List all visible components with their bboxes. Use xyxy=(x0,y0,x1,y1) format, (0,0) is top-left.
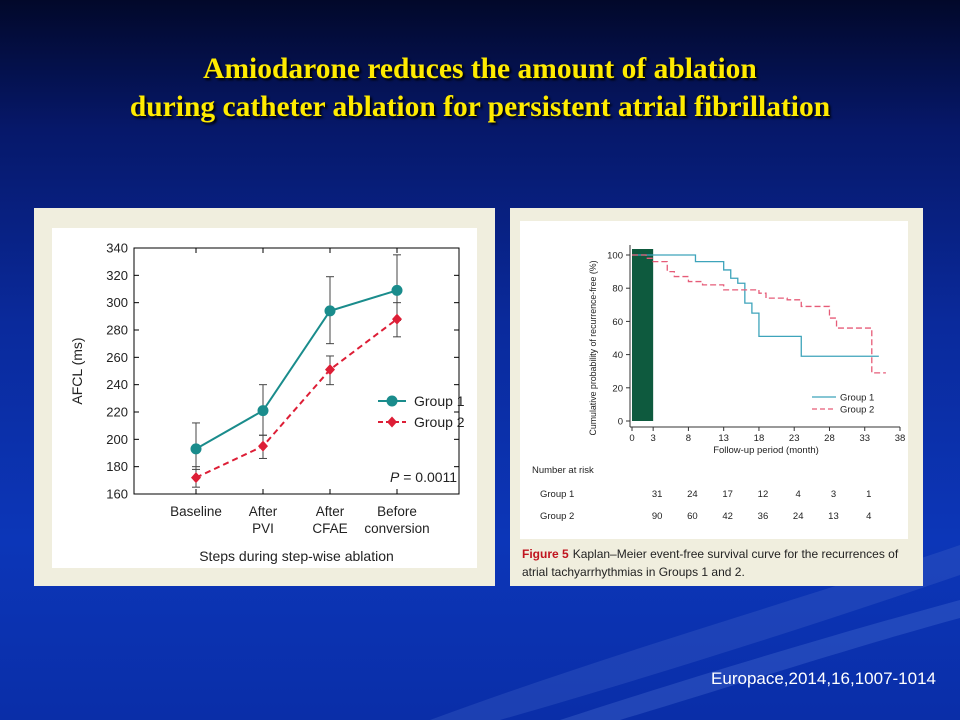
afcl-legend-label: Group 1 xyxy=(414,393,465,409)
citation: Europace,2014,16,1007-1014 xyxy=(711,669,936,688)
km-y-tick-label: 100 xyxy=(607,251,623,262)
km-x-tick-label: 0 xyxy=(629,433,634,444)
afcl-chart-area: 160 180 200 220 240 260 280 300 320 340 Baseline Af… xyxy=(52,228,477,568)
km-x-tick-label: 8 xyxy=(686,433,691,444)
afcl-series-line xyxy=(195,289,398,450)
km-x-tick-label: 28 xyxy=(824,433,835,444)
risk-table-cell: 3 xyxy=(831,489,836,500)
afcl-y-tick-label: 300 xyxy=(106,295,128,310)
slide-title-line-2: during catheter ablation for persistent … xyxy=(129,91,831,123)
risk-table-cell: 13 xyxy=(828,511,839,522)
figure-label: Figure 5 xyxy=(522,547,569,561)
km-y-tick-label: 60 xyxy=(612,317,623,328)
afcl-point xyxy=(258,440,268,452)
km-y-tick-label: 20 xyxy=(612,383,623,394)
afcl-x-tick-label: Before xyxy=(377,504,417,519)
km-legend-label: Group 1 xyxy=(840,393,874,404)
risk-table-cell: 12 xyxy=(758,489,769,500)
km-survival-curve xyxy=(632,254,879,357)
km-blanking-period-bar xyxy=(632,249,654,421)
afcl-legend-label: Group 2 xyxy=(414,414,465,430)
afcl-point xyxy=(392,313,402,325)
km-survival-curve xyxy=(632,254,886,374)
afcl-y-tick-label: 240 xyxy=(106,377,128,392)
risk-table-cell: 4 xyxy=(866,511,871,522)
figure-caption: Figure 5 Kaplan–Meier event-free survival… xyxy=(522,545,914,581)
km-x-axis-label: Follow-up period (month) xyxy=(713,445,819,456)
afcl-y-tick-label: 260 xyxy=(106,350,128,365)
km-x-tick-label: 18 xyxy=(754,433,765,444)
km-x-tick-label: 33 xyxy=(859,433,870,444)
km-y-tick-label: 0 xyxy=(618,417,623,428)
afcl-legend-marker xyxy=(387,416,397,428)
afcl-x-tick-label: CFAE xyxy=(312,521,347,536)
afcl-x-tick-label: conversion xyxy=(364,521,429,536)
afcl-x-tick-label: After xyxy=(249,504,278,519)
afcl-plot-frame xyxy=(133,247,460,495)
afcl-point xyxy=(325,364,335,376)
km-y-tick-label: 40 xyxy=(612,350,623,361)
afcl-x-axis-label: Steps during step-wise ablation xyxy=(199,548,394,564)
afcl-y-tick-label: 160 xyxy=(106,487,128,502)
afcl-x-tick-label: Baseline xyxy=(170,504,222,519)
risk-table-cell: 4 xyxy=(796,489,801,500)
km-chart-area: 0 20 40 60 80 100 0 3 8 13 18 23 28 33 38 Follow-up per… xyxy=(520,221,908,539)
afcl-x-tick-label: PVI xyxy=(252,521,274,536)
risk-table-cell: 31 xyxy=(652,489,663,500)
risk-table-cell: 60 xyxy=(687,511,698,522)
slide-title: Amiodarone reduces the amount of ablatio… xyxy=(0,50,960,126)
afcl-y-tick-label: 280 xyxy=(106,323,128,338)
afcl-x-tick-label: After xyxy=(316,504,345,519)
afcl-figure-panel: 160 180 200 220 240 260 280 300 320 340 Baseline Af… xyxy=(34,208,495,586)
afcl-y-tick-label: 220 xyxy=(106,405,128,420)
km-x-tick-label: 38 xyxy=(895,433,906,444)
risk-table-row-label: Group 2 xyxy=(540,511,574,522)
risk-table-cell: 42 xyxy=(722,511,733,522)
risk-table-header: Number at risk xyxy=(532,465,594,476)
km-x-tick-label: 23 xyxy=(789,433,800,444)
afcl-y-tick-label: 200 xyxy=(106,432,128,447)
risk-table-cell: 1 xyxy=(866,489,871,500)
afcl-y-axis-label: AFCL (ms) xyxy=(69,337,85,404)
risk-table-cell: 17 xyxy=(722,489,733,500)
risk-table-row-label: Group 1 xyxy=(540,489,574,500)
afcl-series-line xyxy=(195,318,398,479)
risk-table-cell: 36 xyxy=(758,511,769,522)
figure-caption-text: Kaplan–Meier event-free survival curve f… xyxy=(522,547,899,579)
risk-table-cell: 24 xyxy=(687,489,698,500)
risk-table-cell: 24 xyxy=(793,511,804,522)
slide-title-line-1: Amiodarone reduces the amount of ablatio… xyxy=(203,53,757,85)
km-y-axis-label: Cumulative probability of recurrence-fre… xyxy=(588,260,598,435)
afcl-point xyxy=(191,472,201,484)
afcl-p-value: P = 0.0011 xyxy=(390,469,457,485)
afcl-y-tick-label: 320 xyxy=(106,268,128,283)
afcl-point xyxy=(391,284,403,296)
afcl-p-value-var: P xyxy=(390,469,400,485)
km-figure-panel: 0 20 40 60 80 100 0 3 8 13 18 23 28 33 38 Follow-up per… xyxy=(510,208,923,586)
km-x-tick-label: 13 xyxy=(718,433,729,444)
risk-table-cell: 90 xyxy=(652,511,663,522)
km-x-tick-label: 3 xyxy=(651,433,656,444)
afcl-point xyxy=(190,443,202,455)
afcl-p-value-text: = 0.0011 xyxy=(399,469,457,485)
afcl-line-chart: 160 180 200 220 240 260 280 300 320 340 Baseline Af… xyxy=(69,241,465,565)
afcl-y-tick-label: 180 xyxy=(106,459,128,474)
afcl-point xyxy=(257,405,269,417)
afcl-legend-marker xyxy=(386,395,398,407)
afcl-point xyxy=(324,305,336,317)
km-y-tick-label: 80 xyxy=(612,284,623,295)
afcl-y-tick-label: 340 xyxy=(106,241,128,256)
km-legend-label: Group 2 xyxy=(840,405,874,416)
